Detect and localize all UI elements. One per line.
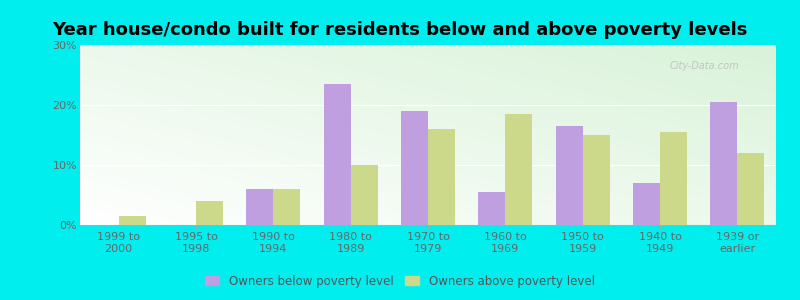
Bar: [738, 153, 764, 225]
Text: Year house/condo built for residents below and above poverty levels: Year house/condo built for residents bel…: [52, 21, 748, 39]
Bar: [660, 132, 687, 225]
Legend: Owners below poverty level, Owners above poverty level: Owners below poverty level, Owners above…: [202, 271, 598, 291]
Bar: [274, 189, 300, 225]
Text: City-Data.com: City-Data.com: [669, 61, 739, 71]
Bar: [118, 216, 146, 225]
Bar: [506, 114, 532, 225]
Bar: [555, 126, 582, 225]
Bar: [633, 183, 660, 225]
Bar: [401, 111, 428, 225]
Bar: [350, 165, 378, 225]
Bar: [196, 201, 223, 225]
Bar: [323, 84, 350, 225]
Bar: [428, 129, 455, 225]
Bar: [710, 102, 738, 225]
Bar: [582, 135, 610, 225]
Bar: [478, 192, 506, 225]
Bar: [246, 189, 274, 225]
